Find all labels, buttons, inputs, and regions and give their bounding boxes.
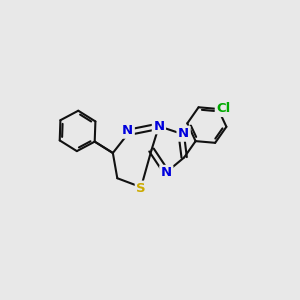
Text: Cl: Cl — [216, 103, 231, 116]
Text: N: N — [122, 124, 133, 137]
Text: N: N — [178, 127, 189, 140]
Text: S: S — [136, 182, 146, 195]
Text: N: N — [161, 167, 172, 179]
Text: N: N — [153, 120, 164, 133]
